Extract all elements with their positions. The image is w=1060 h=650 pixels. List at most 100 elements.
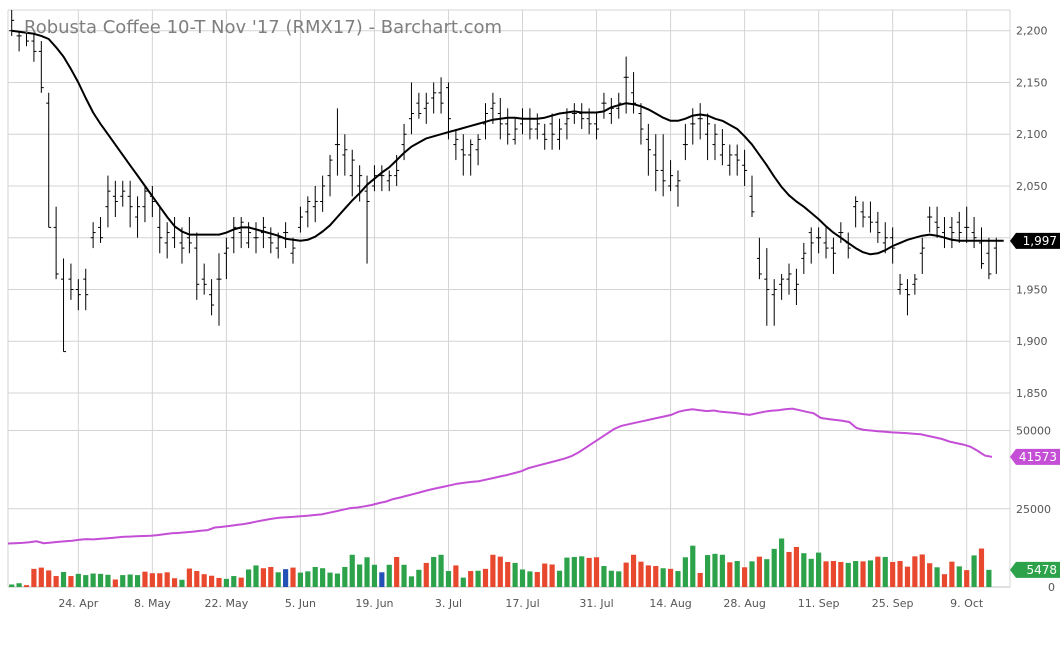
volume-bar: [105, 574, 111, 587]
price-bar: [542, 123, 548, 150]
price-axis-tick: 2,150: [1016, 76, 1048, 89]
volume-bar: [519, 569, 526, 587]
price-bar: [897, 273, 903, 295]
price-bar: [98, 217, 104, 243]
volume-bar: [23, 585, 30, 587]
price-bar: [594, 113, 600, 140]
volume-flag-shape: [1010, 561, 1060, 578]
price-bar: [16, 30, 22, 52]
volume-bar: [756, 556, 762, 587]
volume-bar: [253, 565, 259, 587]
price-bar: [764, 248, 770, 326]
price-bar: [90, 222, 96, 249]
price-bar: [705, 113, 711, 161]
price-bar: [253, 222, 259, 254]
volume-bar: [816, 552, 822, 587]
price-bar: [534, 113, 540, 140]
axis-labels-layer: 2,2002,1502,1002,0502,0001,9501,9001,850…: [58, 25, 1055, 610]
volume-bar: [268, 566, 274, 587]
volume-bar: [964, 570, 970, 587]
volume-bar: [860, 561, 866, 587]
price-bar: [53, 206, 59, 280]
price-bar: [964, 206, 970, 243]
price-bar: [305, 196, 311, 228]
price-bar: [645, 123, 651, 176]
volume-bar: [630, 554, 637, 587]
volume-bar: [416, 569, 422, 587]
volume-bar: [216, 577, 222, 587]
volume-bar: [171, 578, 178, 587]
price-bar: [68, 263, 74, 300]
price-bar: [334, 108, 340, 176]
volume-bar: [394, 556, 400, 587]
volume-bar: [283, 569, 289, 587]
volume-bar: [438, 554, 444, 587]
price-bar: [460, 134, 466, 176]
open-interest-layer: [7, 407, 993, 545]
volume-bar: [675, 571, 681, 587]
price-bar: [142, 185, 148, 223]
volume-flag: 5478: [1010, 561, 1060, 578]
volume-flag-text: 5478: [1026, 563, 1057, 577]
volume-bar: [608, 570, 614, 587]
price-bar: [934, 206, 940, 238]
volume-bar: [53, 576, 59, 587]
volume-bar: [497, 556, 503, 587]
volume-bar: [357, 564, 363, 587]
volume-bar: [838, 561, 844, 587]
volume-axis-tick: 25000: [1016, 503, 1051, 516]
volume-bar: [83, 575, 89, 587]
date-axis-tick: 22. May: [205, 597, 249, 610]
price-bar: [386, 170, 392, 192]
volume-bar: [231, 576, 237, 587]
price-bar: [986, 237, 992, 280]
price-bar: [557, 118, 563, 150]
volume-bar: [845, 562, 851, 587]
volume-bar: [586, 557, 592, 587]
price-bar: [453, 129, 459, 161]
volume-bar: [482, 568, 489, 587]
volume-bar: [830, 561, 837, 587]
price-bar: [882, 222, 888, 254]
volume-axis-tick: 50000: [1016, 425, 1051, 438]
volume-bar: [971, 555, 977, 587]
price-bar: [312, 185, 318, 223]
volume-bar: [423, 562, 429, 587]
date-axis-tick: 5. Jun: [285, 597, 316, 610]
volume-bar: [223, 578, 229, 587]
moving-average-layer: [11, 29, 1004, 256]
price-bar: [801, 242, 807, 274]
price-bar: [771, 279, 777, 326]
price-bar: [408, 82, 414, 135]
price-bar: [238, 217, 244, 249]
price-bar: [223, 237, 229, 280]
price-axis-tick: 1,950: [1016, 283, 1048, 296]
price-bar: [364, 175, 370, 264]
date-axis-tick: 24. Apr: [58, 597, 98, 610]
volume-bar: [334, 573, 341, 587]
volume-bar: [912, 556, 918, 587]
price-bar: [904, 279, 910, 316]
price-bar: [149, 185, 155, 218]
price-bar: [690, 108, 696, 145]
price-bar: [445, 82, 451, 140]
price-axis-tick: 1,900: [1016, 335, 1048, 348]
price-bar: [327, 154, 333, 197]
volume-bar: [401, 564, 407, 587]
volume-bar: [556, 570, 563, 587]
volume-bar: [157, 573, 163, 587]
price-bar: [290, 237, 296, 264]
price-bar: [201, 263, 207, 295]
volume-bar: [342, 566, 348, 587]
price-bar: [830, 237, 836, 274]
price-bar: [756, 237, 762, 280]
volume-bar: [475, 570, 481, 587]
open-interest-flag-text: 41573: [1019, 450, 1057, 464]
price-bar: [349, 149, 355, 197]
date-axis-tick: 31. Jul: [579, 597, 613, 610]
price-bar: [438, 77, 444, 114]
price-bar: [623, 56, 629, 114]
price-bar: [993, 237, 999, 274]
price-bar: [579, 103, 585, 130]
price-bar: [38, 41, 44, 93]
